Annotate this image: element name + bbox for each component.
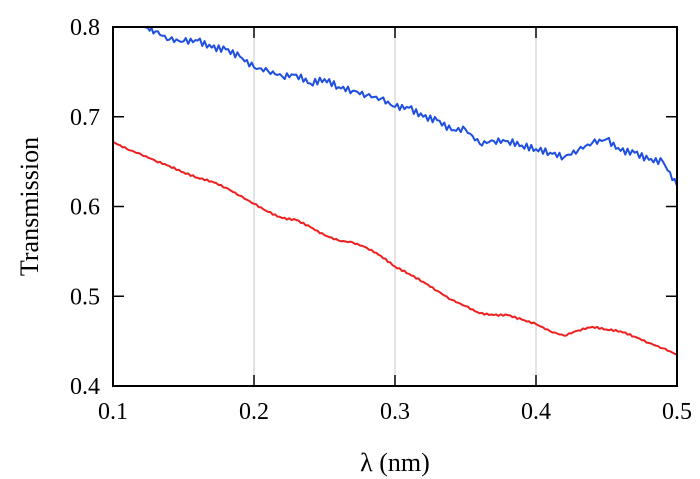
y-tick-label: 0.4 <box>70 374 100 400</box>
x-tick-label: 0.3 <box>380 399 410 425</box>
x-tick-label: 0.5 <box>662 399 692 425</box>
y-tick-label: 0.6 <box>70 195 100 221</box>
x-tick-label: 0.2 <box>239 399 269 425</box>
y-tick-label: 0.8 <box>70 15 100 41</box>
x-tick-label: 0.1 <box>98 399 128 425</box>
series-line <box>112 141 678 356</box>
grid-layer <box>253 27 537 386</box>
x-tick-label: 0.4 <box>521 399 551 425</box>
y-tick-label: 0.7 <box>70 105 100 131</box>
series-line <box>143 26 678 187</box>
x-axis-title: λ (nm) <box>360 448 430 477</box>
series-layer <box>112 26 678 356</box>
y-tick-label: 0.5 <box>70 284 100 310</box>
y-axis-title: Transmission <box>15 137 44 276</box>
ticks-layer: 0.1 0.2 0.3 0.4 0.5 0.4 0.5 0.6 0.7 0.8 <box>70 15 692 425</box>
